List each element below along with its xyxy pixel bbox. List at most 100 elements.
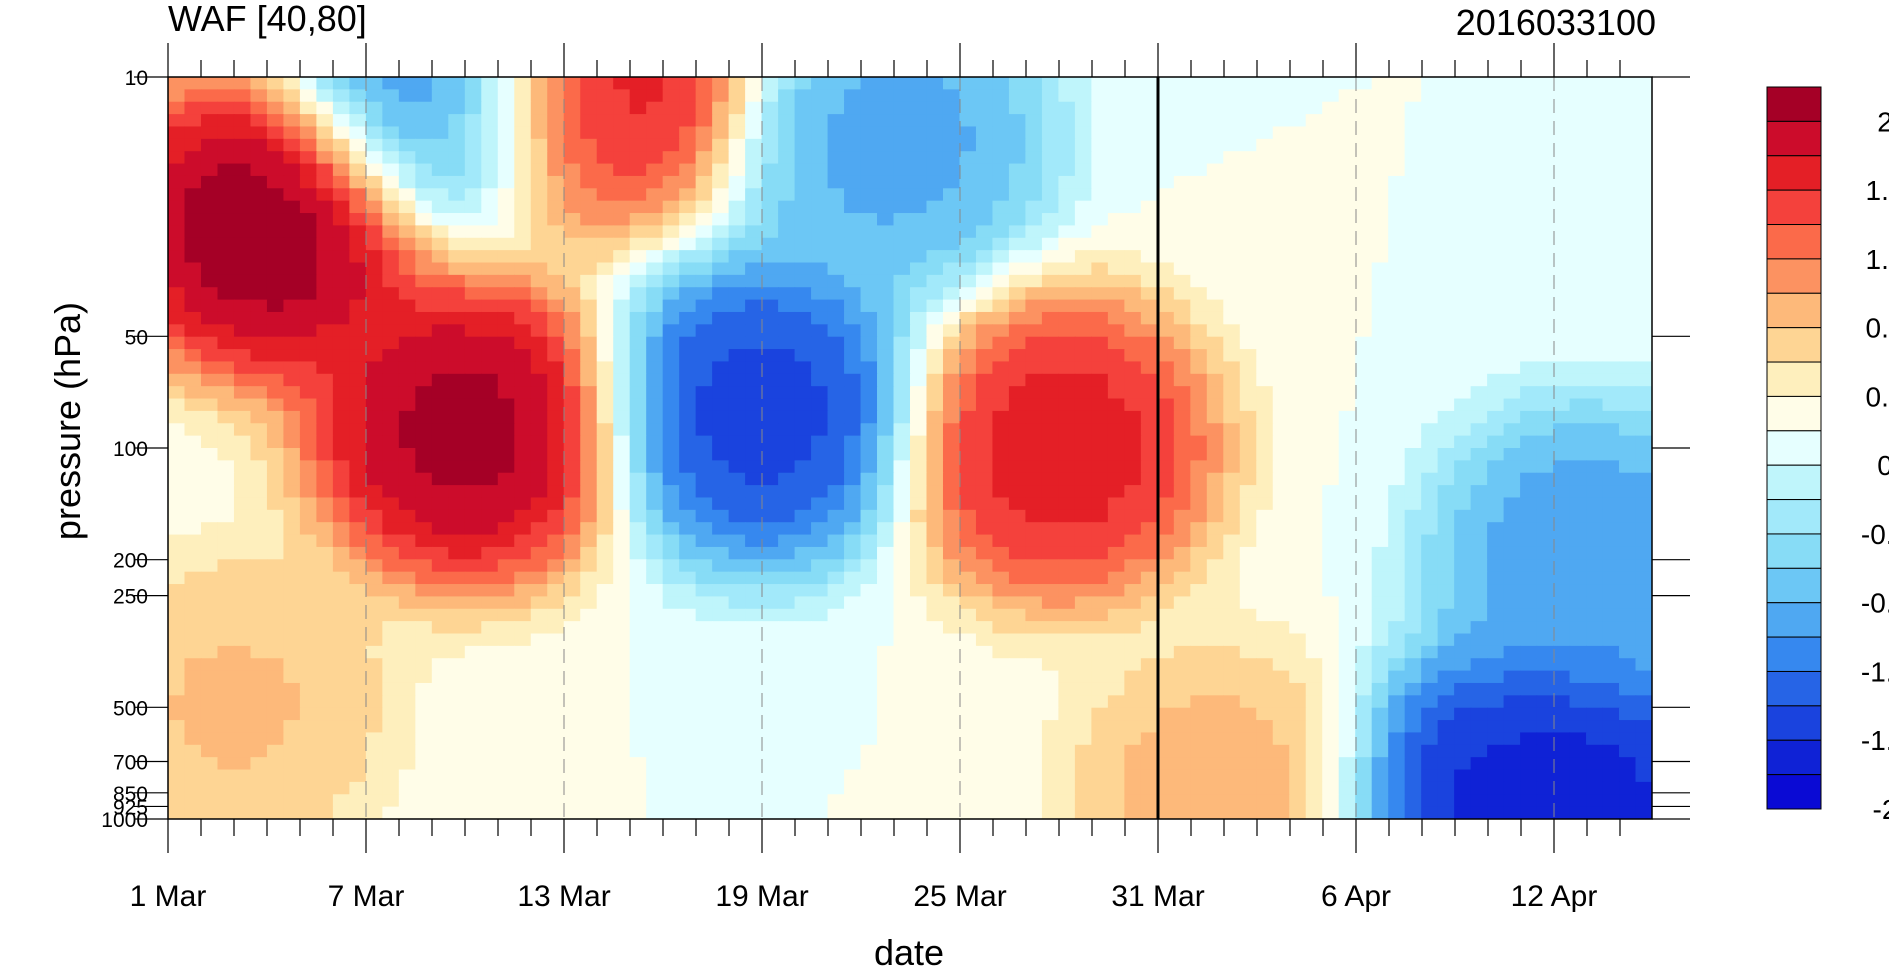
contour-cell: [283, 213, 301, 226]
contour-cell: [184, 361, 202, 375]
contour-cell: [1008, 682, 1027, 696]
contour-cell: [959, 213, 977, 226]
contour-cell: [728, 423, 746, 437]
contour-cell: [1223, 89, 1241, 103]
contour-cell: [168, 77, 186, 90]
contour-cell: [1536, 534, 1554, 548]
contour-cell: [1173, 336, 1191, 350]
contour-cell: [959, 546, 977, 560]
contour-cell: [283, 138, 301, 152]
contour-cell: [316, 361, 334, 375]
contour-cell: [1140, 621, 1158, 635]
contour-cell: [1487, 534, 1505, 548]
contour-cell: [959, 522, 977, 536]
contour-cell: [1041, 608, 1059, 622]
contour-cell: [1272, 682, 1290, 696]
contour-cell: [893, 645, 911, 659]
contour-cell: [910, 757, 928, 771]
contour-cell: [1454, 373, 1472, 387]
contour-cell: [547, 101, 565, 115]
contour-cell: [299, 410, 317, 424]
contour-cell: [646, 287, 664, 301]
contour-cell: [728, 670, 746, 684]
contour-cell: [1470, 670, 1488, 684]
contour-cell: [448, 460, 466, 474]
contour-cell: [1553, 262, 1571, 276]
contour-cell: [1536, 596, 1554, 610]
contour-cell: [712, 670, 730, 684]
contour-cell: [332, 175, 350, 189]
contour-cell: [1058, 299, 1076, 313]
contour-cell: [613, 472, 631, 486]
contour-cell: [283, 274, 301, 288]
contour-cell: [316, 398, 334, 412]
contour-cell: [596, 386, 614, 400]
contour-cell: [1091, 188, 1109, 202]
contour-cell: [1041, 151, 1059, 165]
contour-cell: [860, 645, 878, 659]
contour-cell: [1404, 336, 1422, 350]
contour-cell: [1239, 213, 1257, 226]
contour-cell: [168, 596, 186, 610]
contour-cell: [299, 225, 317, 239]
contour-cell: [629, 138, 647, 152]
contour-cell: [629, 658, 647, 672]
contour-cell: [893, 633, 911, 647]
contour-cell: [1041, 311, 1059, 325]
contour-cell: [942, 200, 961, 214]
contour-cell: [266, 707, 285, 721]
contour-cell: [1173, 682, 1191, 696]
contour-cell: [1338, 584, 1356, 597]
contour-cell: [266, 571, 285, 585]
contour-cell: [1355, 373, 1373, 387]
contour-cell: [1190, 114, 1208, 128]
contour-cell: [1404, 311, 1422, 325]
contour-cell: [332, 237, 350, 251]
contour-cell: [794, 608, 812, 622]
contour-cell: [1091, 373, 1109, 387]
contour-cell: [168, 114, 186, 128]
contour-cell: [1206, 349, 1224, 363]
contour-cell: [415, 188, 433, 202]
contour-cell: [382, 757, 400, 771]
contour-cell: [1256, 522, 1274, 536]
contour-cell: [1091, 175, 1109, 189]
contour-cell: [959, 151, 977, 165]
contour-cell: [778, 262, 796, 276]
contour-cell: [1454, 707, 1472, 721]
contour-cell: [382, 497, 400, 511]
contour-cell: [794, 559, 812, 573]
contour-cell: [514, 435, 532, 449]
contour-cell: [168, 522, 186, 536]
contour-cell: [761, 114, 779, 128]
contour-cell: [1239, 608, 1257, 622]
contour-cell: [926, 559, 944, 573]
contour-cell: [563, 744, 581, 758]
contour-cell: [942, 645, 961, 659]
contour-cell: [200, 163, 219, 177]
contour-cell: [1553, 101, 1571, 115]
contour-cell: [662, 658, 680, 672]
contour-cell: [1305, 559, 1323, 573]
contour-cell: [1322, 213, 1340, 226]
contour-cell: [1157, 596, 1175, 610]
contour-cell: [332, 386, 350, 400]
contour-cell: [365, 373, 383, 387]
contour-cell: [827, 596, 845, 610]
contour-cell: [910, 658, 928, 672]
contour-cell: [975, 188, 994, 202]
contour-cell: [365, 584, 383, 597]
contour-cell: [827, 472, 845, 486]
contour-cell: [1239, 138, 1257, 152]
contour-cell: [1536, 163, 1554, 177]
contour-cell: [365, 546, 383, 560]
contour-cell: [1041, 485, 1059, 499]
contour-cell: [1008, 423, 1027, 437]
contour-cell: [217, 435, 235, 449]
contour-cell: [1305, 77, 1323, 90]
contour-cell: [1157, 262, 1175, 276]
contour-cell: [629, 596, 647, 610]
contour-cell: [662, 175, 680, 189]
contour-cell: [1025, 101, 1043, 115]
contour-cell: [877, 274, 895, 288]
